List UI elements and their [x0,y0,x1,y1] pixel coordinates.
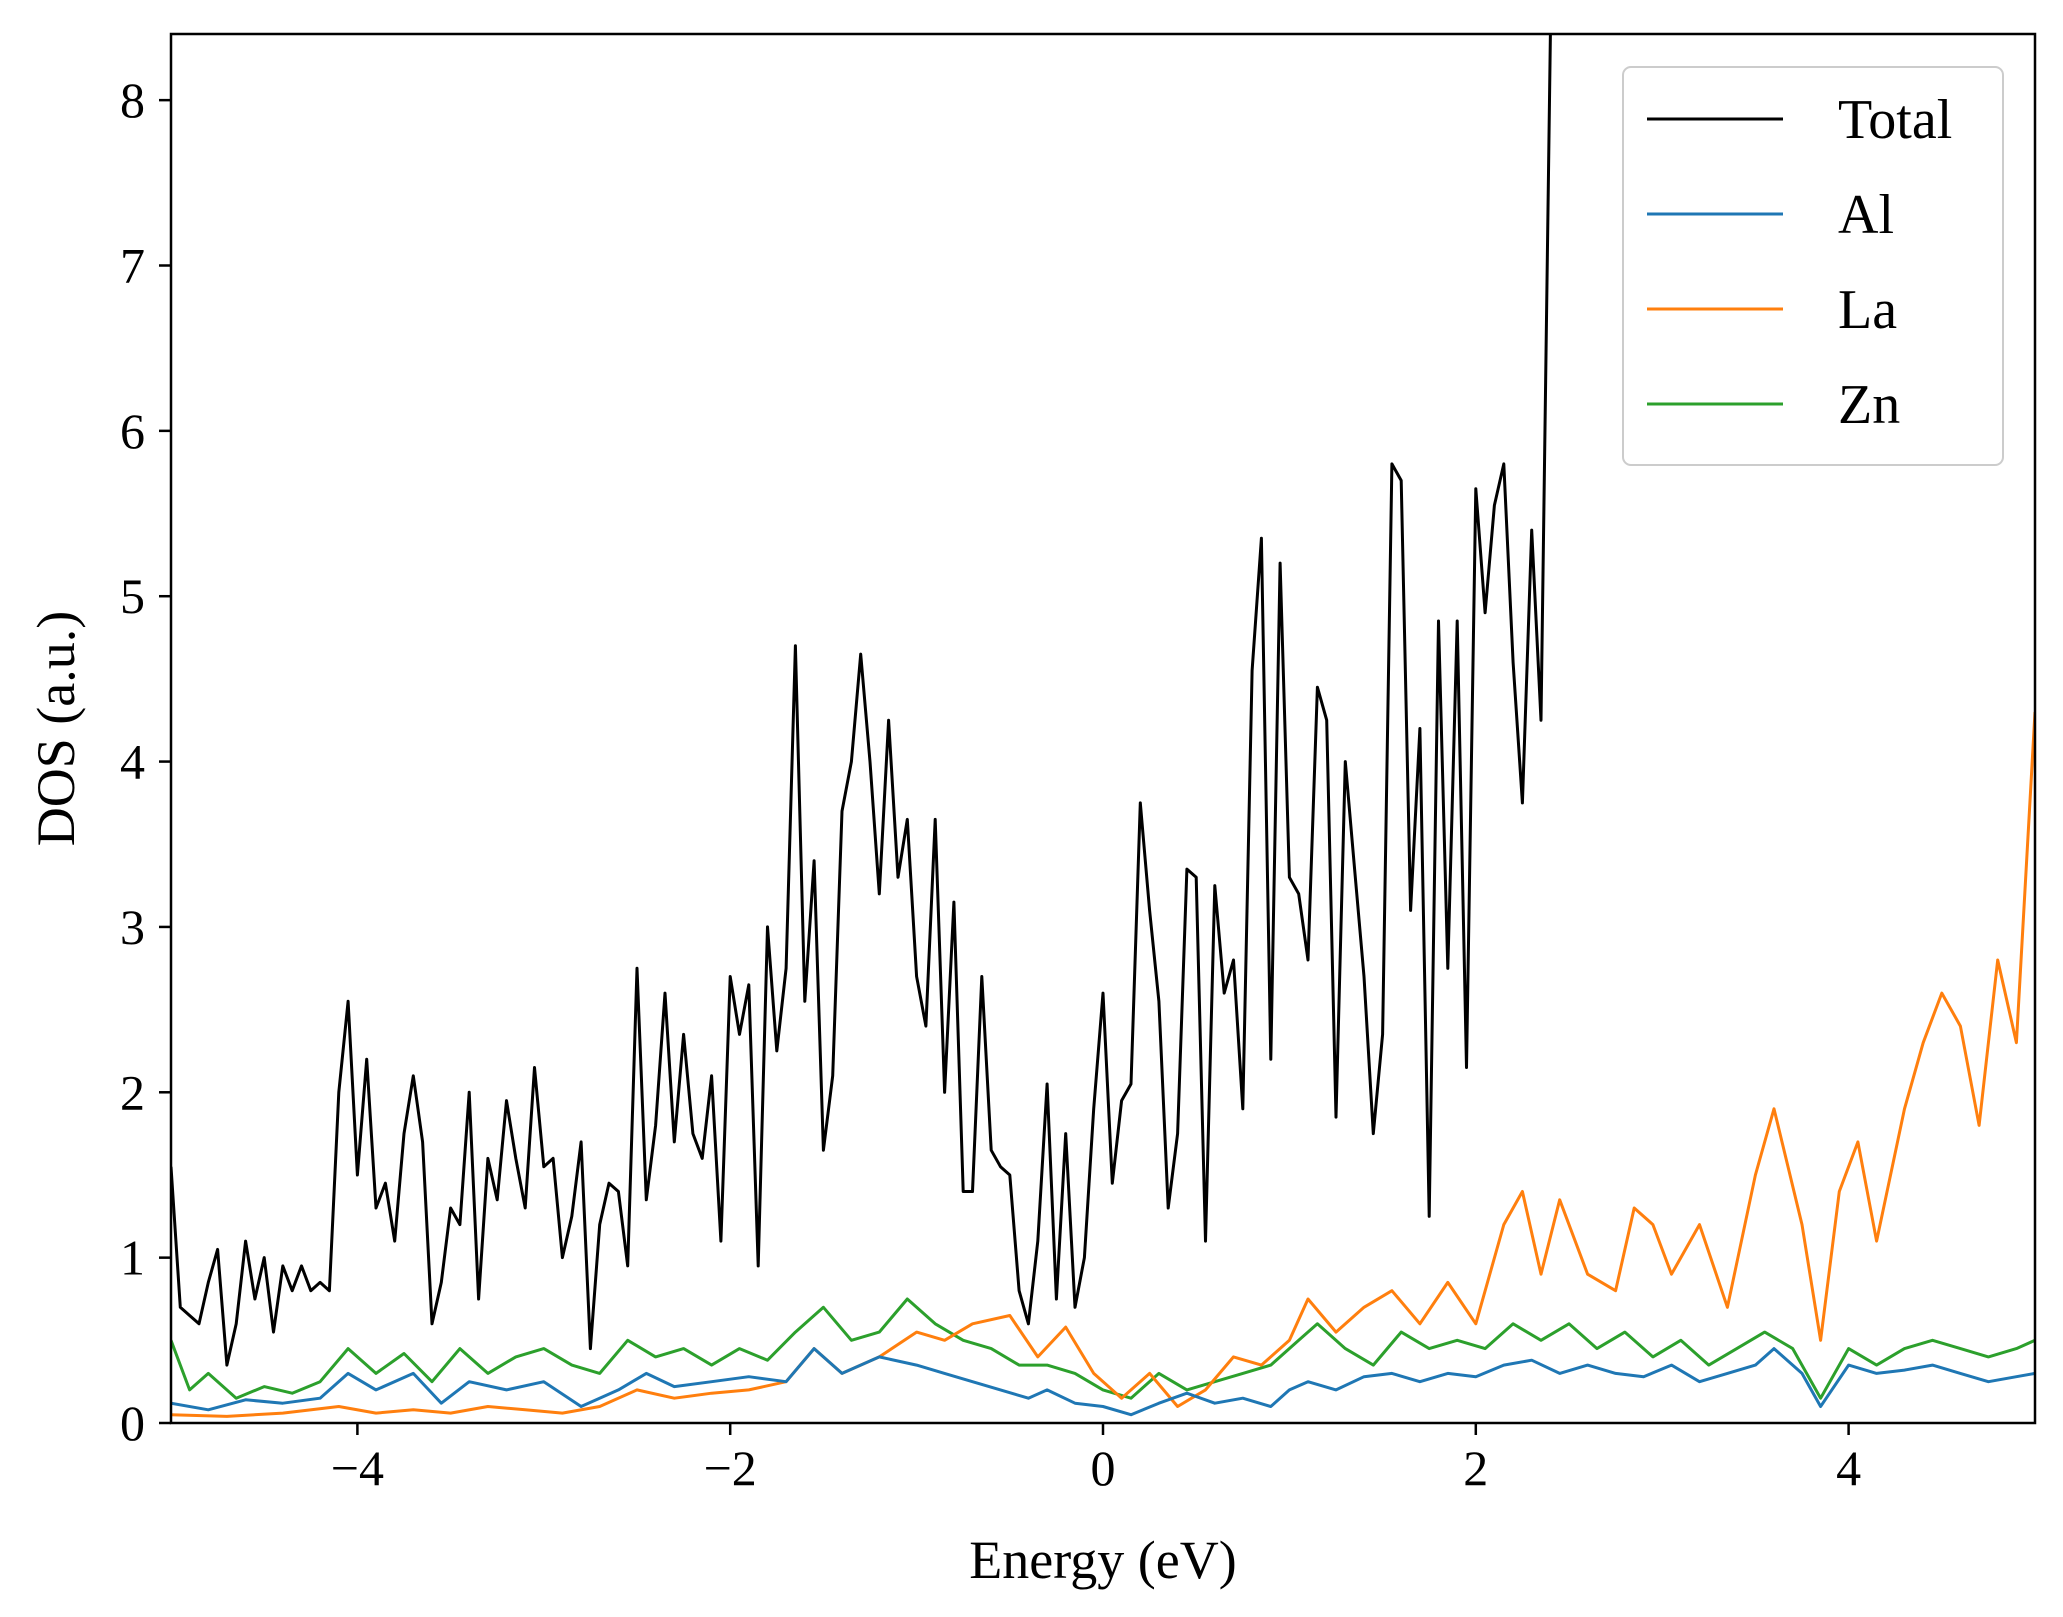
y-tick-label: 2 [120,1064,145,1120]
y-tick-label: 4 [120,734,145,790]
y-tick-label: 0 [120,1395,145,1451]
legend: Total Al La Zn [1622,66,2004,466]
y-tick-label: 7 [120,238,145,294]
y-axis-label: DOS (a.u.) [26,611,86,846]
y-tick-label: 3 [120,899,145,955]
x-axis-label: Energy (eV) [969,1530,1236,1590]
y-tick-label: 6 [120,403,145,459]
y-tick-label: 8 [120,72,145,128]
x-ticks: −4 −2 0 2 4 [331,1423,1861,1496]
y-tick-label: 1 [120,1230,145,1286]
series-layer [171,34,2035,1418]
legend-label-la: La [1838,279,1897,341]
y-ticks: 0 1 2 3 4 5 6 7 8 [120,72,171,1451]
x-tick-label: 4 [1836,1440,1861,1496]
x-tick-label: −2 [704,1440,757,1496]
y-tick-label: 5 [120,568,145,624]
legend-label-al: Al [1838,184,1894,246]
series-line-total [171,34,1552,1367]
x-tick-label: 0 [1091,1440,1116,1496]
series-line-zn [171,1297,2035,1400]
legend-label-zn: Zn [1838,374,1900,436]
series-line-la [171,711,2035,1418]
x-tick-label: 2 [1463,1440,1488,1496]
legend-box [1622,66,2004,466]
legend-label-total: Total [1838,89,1952,151]
series-line-al [171,1347,2035,1417]
x-tick-label: −4 [331,1440,384,1496]
